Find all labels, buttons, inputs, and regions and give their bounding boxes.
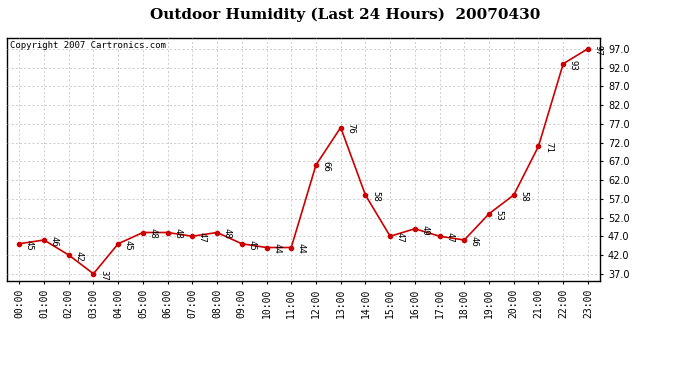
Text: 97: 97 [593, 45, 602, 56]
Text: 42: 42 [75, 251, 83, 262]
Text: 47: 47 [445, 232, 454, 243]
Text: 37: 37 [99, 270, 108, 280]
Text: 48: 48 [173, 228, 182, 239]
Text: 93: 93 [569, 60, 578, 70]
Text: 45: 45 [25, 240, 34, 250]
Text: 71: 71 [544, 142, 553, 153]
Text: 47: 47 [198, 232, 207, 243]
Text: 45: 45 [124, 240, 132, 250]
Text: 47: 47 [395, 232, 405, 243]
Text: Copyright 2007 Cartronics.com: Copyright 2007 Cartronics.com [10, 41, 166, 50]
Text: 58: 58 [520, 191, 529, 202]
Text: 44: 44 [272, 243, 281, 254]
Text: 48: 48 [148, 228, 157, 239]
Text: 49: 49 [420, 225, 429, 236]
Text: 76: 76 [346, 123, 355, 134]
Text: 44: 44 [297, 243, 306, 254]
Text: Outdoor Humidity (Last 24 Hours)  20070430: Outdoor Humidity (Last 24 Hours) 2007043… [150, 8, 540, 22]
Text: 45: 45 [247, 240, 257, 250]
Text: 66: 66 [322, 161, 331, 172]
Text: 46: 46 [50, 236, 59, 247]
Text: 53: 53 [495, 210, 504, 220]
Text: 48: 48 [223, 228, 232, 239]
Text: 58: 58 [371, 191, 380, 202]
Text: 46: 46 [470, 236, 479, 247]
